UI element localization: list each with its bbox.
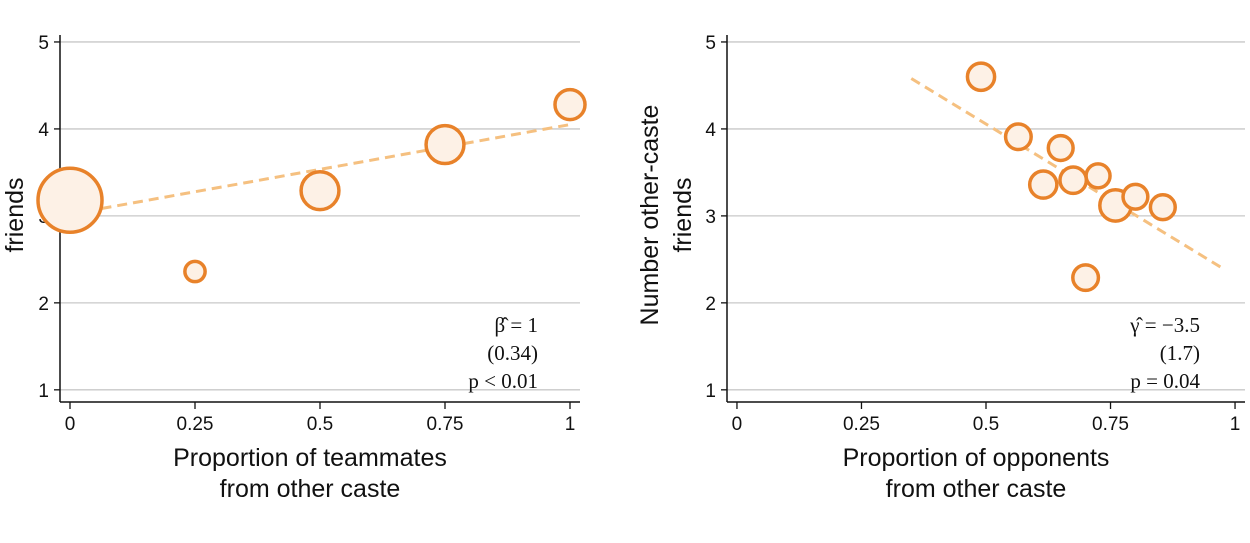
y-tick-label: 2 [38,294,49,315]
annotation: p = 0.04 [1130,369,1200,393]
annotation: p < 0.01 [468,369,538,393]
y-axis-label: friends [669,177,697,252]
y-tick-label: 4 [705,120,716,141]
x-tick-label: 1 [1230,414,1241,435]
point [1003,122,1033,152]
point [299,169,341,212]
y-tick-label: 1 [38,381,49,402]
y-tick-label: 2 [705,294,716,315]
annotation: (1.7) [1160,341,1200,365]
annotation: β̂ = 1 [494,313,538,337]
x-tick-label: 0.5 [307,414,333,435]
point [1046,133,1075,163]
x-tick-label: 0 [65,414,76,435]
x-tick-label: 0.5 [973,414,999,435]
point [1071,263,1101,293]
annotation: γ̂ = −3.5 [1129,313,1200,337]
x-tick-label: 0.75 [427,414,464,435]
y-axis-label: friends [1,177,29,252]
y-tick-label: 3 [705,207,716,228]
point [36,166,104,234]
point [553,87,587,122]
fit-line [69,123,571,216]
x-axis-label: Proportion of opponents [843,444,1110,472]
point [183,259,207,284]
y-tick-label: 4 [38,120,49,141]
point [1084,162,1112,190]
point [1148,193,1177,222]
x-tick-label: 0.25 [177,414,214,435]
point [424,123,466,166]
x-tick-label: 0.25 [843,414,880,435]
y-tick-label: 5 [38,33,49,54]
x-axis-label: Proportion of teammates [173,444,447,472]
x-tick-label: 0.75 [1092,414,1129,435]
y-tick-label: 1 [705,381,716,402]
y-tick-label: 5 [705,33,716,54]
point [965,61,997,93]
point [1121,182,1150,211]
x-tick-label: 1 [565,414,576,435]
x-tick-label: 0 [732,414,743,435]
point [1058,165,1089,196]
point [1027,169,1059,200]
y-axis-label: Number other-caste [636,105,664,326]
x-axis-label: from other caste [220,475,401,503]
x-axis-label: from other caste [886,475,1067,503]
annotation: (0.34) [487,341,538,365]
